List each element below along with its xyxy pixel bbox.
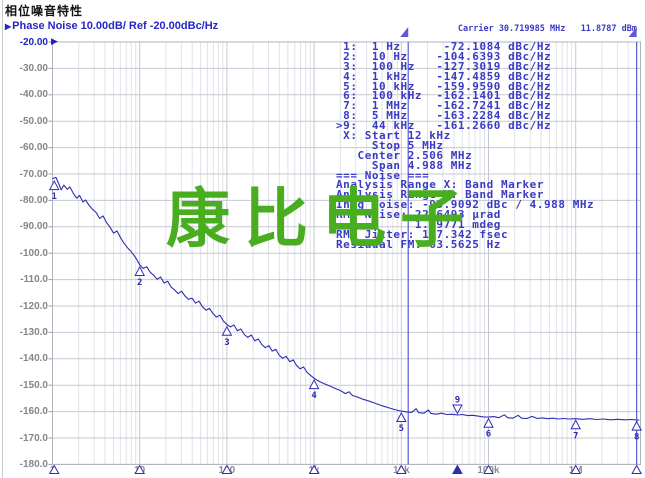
y-axis-label: -80.00 — [19, 194, 48, 206]
axis-marker-1 — [48, 464, 60, 474]
y-axis-label: -20.00 — [19, 36, 48, 48]
info-line: Analysis Range X: Band Marker — [336, 178, 545, 192]
phase-noise-trace — [52, 176, 640, 421]
info-line: 3: 100 Hz -127.3019 dBc/Hz — [336, 59, 552, 73]
svg-text:9: 9 — [455, 395, 460, 405]
info-line: === Noise === — [336, 168, 430, 182]
y-axis-label: -160.0 — [19, 406, 48, 418]
y-axis-label: -60.00 — [19, 142, 48, 154]
svg-text:7: 7 — [573, 431, 578, 441]
page-title: 相位噪音特性 — [5, 4, 84, 18]
y-axis-label: -110.0 — [20, 274, 48, 286]
info-line: Analysis Range Y: Band Marker — [336, 188, 545, 202]
info-line: 6: 100 kHz -162.1401 dBc/Hz — [336, 89, 552, 103]
y-axis-label: -40.00 — [19, 89, 48, 101]
trace-marker-8[interactable]: 8 — [631, 420, 642, 443]
marker-and-noise-readout-panel: 1: 1 Hz -72.1084 dBc/Hz 2: 10 Hz -104.63… — [336, 40, 595, 251]
band-stop-line-flag-icon — [628, 27, 637, 37]
y-axis-label: -180.0 — [19, 458, 48, 470]
y-axis-label: -130.0 — [19, 326, 48, 338]
band-start-line-flag-icon — [400, 27, 409, 37]
info-line: 8: 5 MHz -163.2284 dBc/Hz — [336, 109, 552, 123]
window-left-edge — [2, 0, 3, 478]
axis-marker-2 — [134, 464, 146, 474]
y-axis-label: -150.0 — [19, 379, 48, 391]
axis-marker-6 — [483, 464, 494, 474]
svg-text:6: 6 — [486, 430, 491, 440]
trace-select-arrow-icon: ▶ — [5, 22, 12, 31]
trace-scale-label: Phase Noise 10.00dB/ Ref -20.00dBc/Hz — [12, 20, 219, 32]
axis-marker-9-active — [452, 464, 463, 474]
y-axis-label: -100.0 — [19, 247, 48, 259]
axis-marker-8 — [631, 464, 643, 474]
axis-marker-3 — [221, 464, 233, 474]
svg-text:1: 1 — [52, 192, 57, 202]
info-line: >9: 44 kHz -161.2660 dBc/Hz — [336, 119, 552, 133]
y-axis-label: -90.00 — [19, 221, 48, 233]
info-line: Intg Noise: -95.9092 dBc / 4.988 MHz — [336, 198, 595, 212]
y-axis-label: -140.0 — [19, 353, 48, 365]
axis-marker-5 — [395, 464, 407, 474]
svg-text:2: 2 — [137, 278, 142, 288]
trace-marker-2[interactable]: 2 — [134, 265, 146, 288]
trace-marker-6[interactable]: 6 — [483, 417, 494, 440]
svg-text:8: 8 — [634, 433, 639, 443]
axis-marker-7 — [570, 464, 582, 474]
info-line: 1: 1 Hz -72.1084 dBc/Hz — [336, 40, 552, 53]
info-line: 5: 10 kHz -159.9590 dBc/Hz — [336, 79, 552, 93]
svg-text:5: 5 — [399, 424, 404, 434]
info-line: 1.29771 mdeg — [336, 218, 501, 232]
info-line: 2: 10 Hz -104.6393 dBc/Hz — [336, 49, 552, 63]
trace-marker-9[interactable]: 9 — [452, 395, 463, 415]
y-axis-label: -50.00 — [19, 115, 48, 127]
info-line: Center 2.506 MHz — [336, 148, 473, 162]
carrier-readout: Carrier 30.719985 MHz 11.8787 dBm — [457, 24, 637, 34]
trace-marker-1[interactable]: 1 — [48, 179, 60, 202]
y-axis-label: -170.0 — [19, 432, 48, 444]
trace-marker-3[interactable]: 3 — [221, 325, 233, 348]
info-line: X: Start 12 kHz — [336, 129, 451, 143]
info-line: RMS Noise: 22.6493 μrad — [336, 208, 501, 222]
trace-marker-5[interactable]: 5 — [395, 411, 407, 434]
y-axis-label: -30.00 — [19, 62, 48, 74]
info-line: Residual FM: 63.5625 Hz — [336, 237, 501, 251]
trace-marker-7[interactable]: 7 — [570, 419, 582, 441]
svg-text:3: 3 — [224, 338, 229, 348]
plot-border — [52, 41, 641, 465]
watermark-text: 康比电子 — [166, 182, 478, 257]
y-axis-label: -120.0 — [19, 300, 48, 312]
info-line: 7: 1 MHz -162.7241 dBc/Hz — [336, 99, 552, 113]
svg-text:4: 4 — [311, 391, 317, 401]
info-line: Span 4.988 MHz — [336, 158, 473, 172]
ref-level-arrow-icon: ▶ — [51, 36, 58, 46]
info-line: 4: 1 kHz -147.4859 dBc/Hz — [336, 69, 552, 83]
info-line: RMS Jitter: 117.342 fsec — [336, 227, 509, 241]
trace-scale-header: ▶Phase Noise 10.00dB/ Ref -20.00dBc/Hz — [5, 20, 218, 32]
grid-major — [48, 41, 641, 465]
info-line: Stop 5 MHz — [336, 138, 444, 152]
y-axis-label: -70.00 — [19, 168, 48, 180]
trace-marker-4[interactable]: 4 — [308, 378, 320, 401]
axis-marker-4 — [308, 464, 320, 474]
